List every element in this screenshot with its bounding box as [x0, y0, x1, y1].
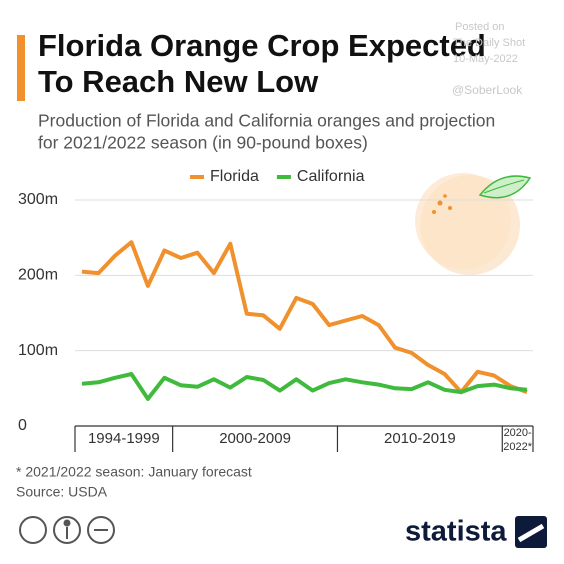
- series-line: [81, 372, 528, 401]
- legend-label: Florida: [210, 168, 259, 185]
- x-group-label: 2022*: [503, 441, 532, 453]
- source: Source: USDA: [16, 484, 108, 500]
- x-group-label: 2020-: [504, 427, 532, 439]
- subtitle: Production of Florida and California ora…: [38, 111, 495, 131]
- x-group-label: 2010-2019: [384, 430, 456, 447]
- brand-icon: [517, 523, 545, 543]
- y-tick-label: 200m: [18, 267, 58, 284]
- watermark: The Daily Shot: [453, 37, 525, 49]
- orange-illustration: [415, 173, 532, 275]
- chart-title: To Reach New Low: [38, 64, 319, 99]
- legend-label: California: [297, 168, 365, 185]
- license-icons: [19, 516, 115, 544]
- title-accent: [17, 35, 25, 101]
- subtitle: for 2021/2022 season (in 90-pound boxes): [38, 133, 368, 153]
- brand: statista: [405, 516, 507, 548]
- watermark: 10-May-2022: [453, 53, 518, 65]
- x-group-label: 1994-1999: [88, 430, 160, 447]
- x-group-label: 2000-2009: [219, 430, 291, 447]
- chart-title: Florida Orange Crop Expected: [38, 28, 486, 63]
- y-tick-label: 300m: [18, 191, 58, 208]
- y-tick-label: 0: [18, 417, 27, 434]
- watermark: @SoberLook: [452, 83, 523, 97]
- footnote: * 2021/2022 season: January forecast: [16, 464, 252, 480]
- series-line: [81, 240, 528, 395]
- watermark: Posted on: [455, 21, 505, 33]
- y-tick-label: 100m: [18, 342, 58, 359]
